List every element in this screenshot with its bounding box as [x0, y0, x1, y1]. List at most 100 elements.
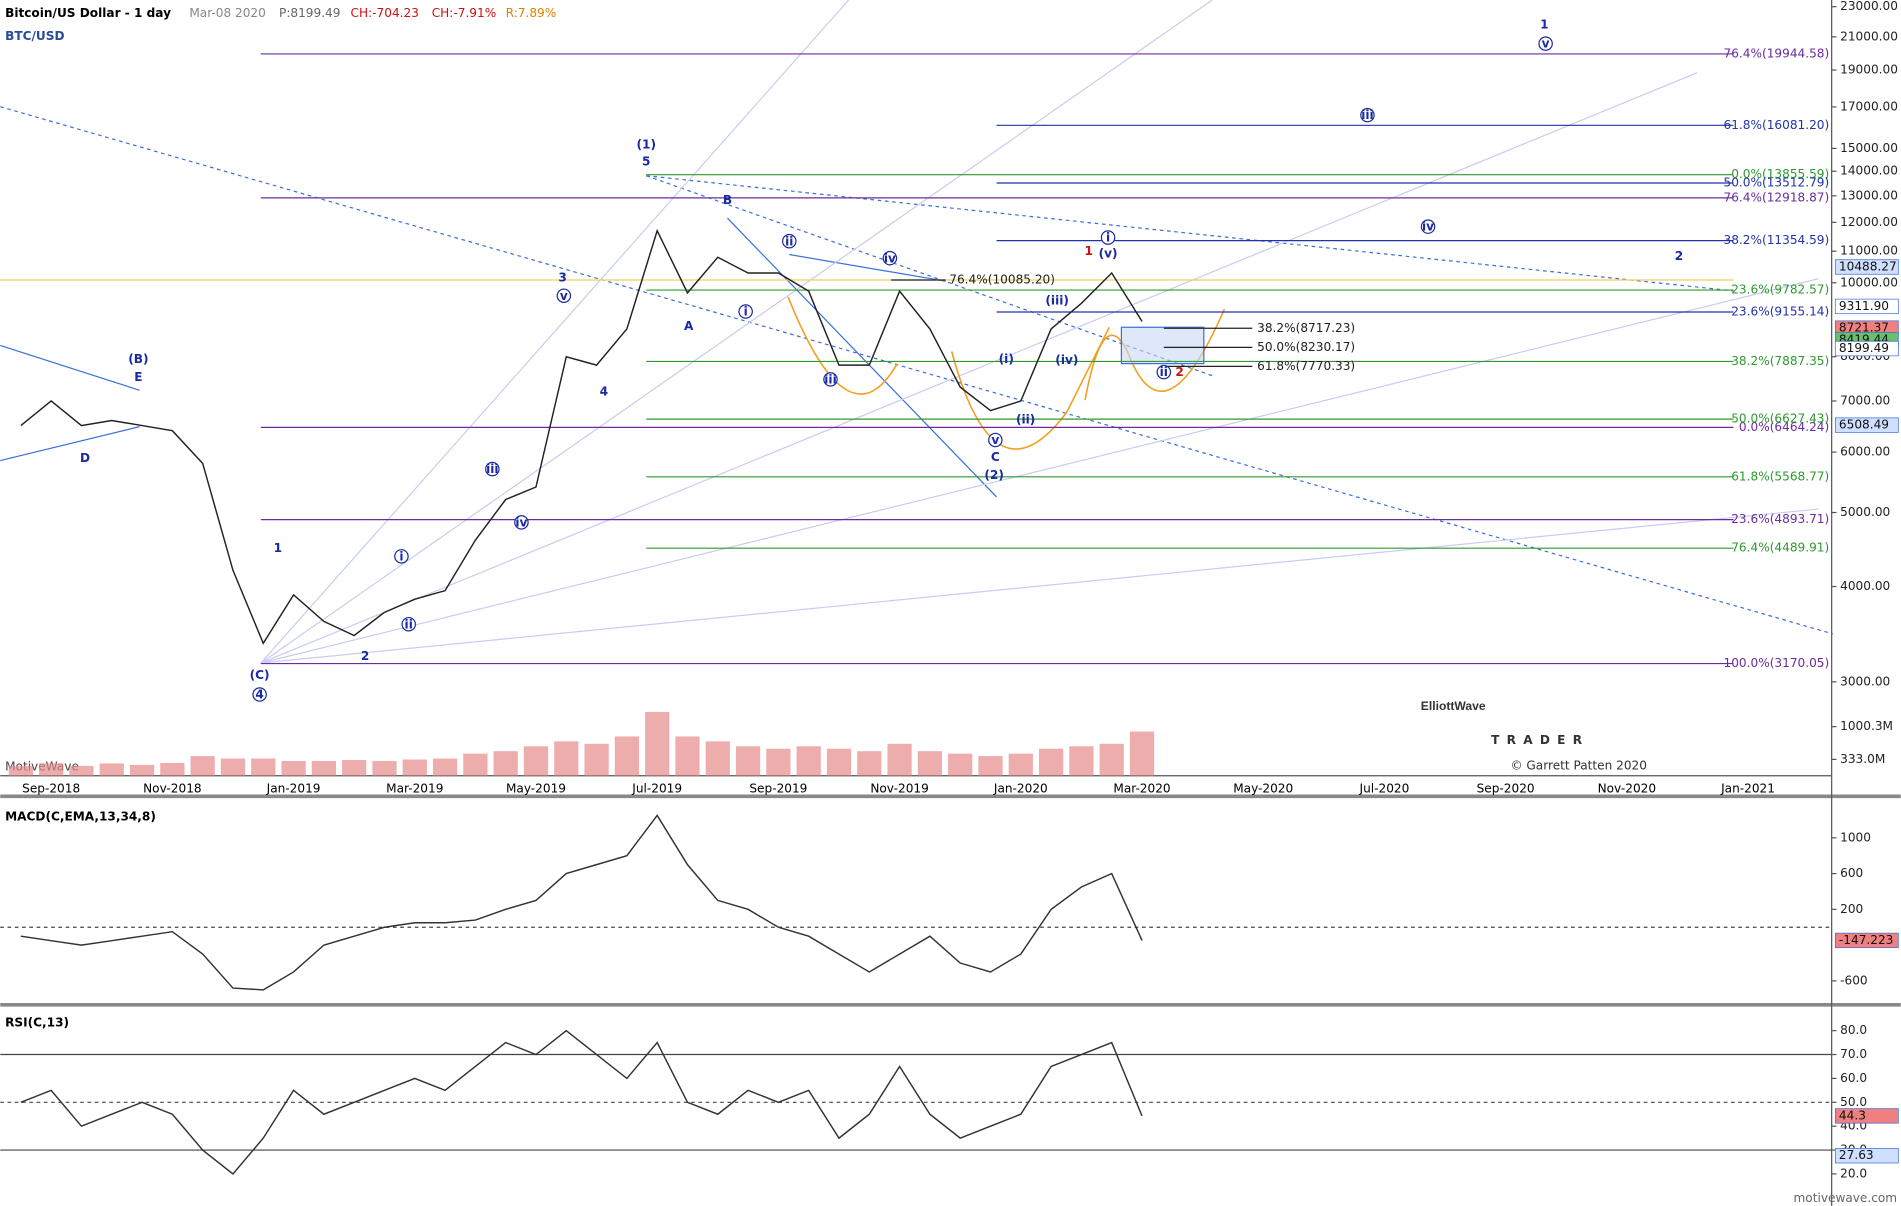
volume-bar — [311, 760, 336, 776]
wave-label: E — [134, 370, 142, 384]
fib-label: 50.0%(6627.43) — [1731, 412, 1829, 426]
value-tag-label: 9311.90 — [1839, 299, 1889, 313]
wave-label: A — [684, 319, 694, 333]
fib-label: 76.4%(12918.87) — [1724, 190, 1830, 204]
wave-circle — [738, 304, 753, 319]
fan-line — [260, 0, 1213, 664]
wave-label: 2 — [1175, 365, 1183, 379]
volume-bar — [251, 758, 276, 776]
x-tick-label: Mar-2020 — [1113, 782, 1170, 796]
y-tick-label: 6000.00 — [1840, 445, 1890, 459]
y-tick-label: 21000.00 — [1840, 29, 1898, 43]
x-tick-label: Nov-2020 — [1598, 782, 1656, 796]
y-tick-label: 80.0 — [1840, 1023, 1867, 1037]
wave-label: B — [723, 193, 732, 207]
volume-bar — [917, 751, 943, 776]
volume-bar — [735, 746, 761, 776]
wave-label: (i) — [999, 352, 1014, 366]
volume-bar — [887, 743, 912, 776]
x-tick-label: May-2020 — [1233, 782, 1293, 796]
wave-circle — [514, 515, 529, 530]
fib-label: 100.0%(3170.05) — [1724, 656, 1830, 670]
volume-bar — [826, 748, 852, 776]
volume-bar — [645, 711, 670, 776]
volume-bar — [1099, 743, 1124, 776]
trend-line — [0, 344, 140, 391]
wave-label: 4 — [600, 385, 608, 399]
wave-circle — [1360, 107, 1375, 123]
volume-bar — [554, 741, 579, 776]
volume-bar — [796, 746, 821, 776]
wave-label: (2) — [984, 468, 1004, 482]
volume-bar — [1008, 753, 1033, 776]
fib-label: 61.8%(16081.20) — [1724, 118, 1830, 132]
wave-circle — [1538, 36, 1553, 51]
volume-bar — [1069, 746, 1094, 776]
date: Mar-08 2020 — [189, 6, 266, 20]
price: P:8199.49 — [279, 6, 340, 20]
x-tick-label: Jul-2019 — [631, 782, 682, 796]
y-tick-label: 600 — [1840, 866, 1863, 880]
target-box — [1120, 326, 1205, 365]
fan-line — [260, 0, 850, 664]
x-tick-label: Nov-2018 — [143, 782, 201, 796]
fan-line — [260, 508, 1819, 664]
y-tick-label: 13000.00 — [1840, 188, 1898, 202]
fib-label: 0.0%(13855.59) — [1731, 167, 1829, 181]
logo-main: ElliottWave — [1421, 699, 1486, 713]
value-tag — [1834, 340, 1899, 357]
instrument: Bitcoin/US Dollar - 1 day — [5, 6, 171, 20]
volume-bar — [523, 746, 549, 776]
fib-label: 23.6%(9782.57) — [1731, 283, 1829, 297]
fib-label: 38.2%(7887.35) — [1731, 354, 1829, 368]
wave-label: 3 — [558, 271, 566, 285]
value-tag-label: 44.3 — [1839, 1108, 1866, 1122]
x-tick-label: Jan-2020 — [993, 782, 1048, 796]
fib-label: 0.0%(6464.24) — [1739, 420, 1829, 434]
wave-label: ii — [405, 617, 413, 631]
wave-circle — [252, 687, 267, 702]
wave-label: iii — [824, 372, 836, 386]
volume-bar — [948, 753, 973, 776]
fan-line — [260, 72, 1698, 664]
y-tick-label: 200 — [1840, 902, 1863, 916]
y-tick-label: 7000.00 — [1840, 393, 1890, 407]
y-tick-label: 11000.00 — [1840, 244, 1898, 258]
x-tick-label: Jul-2020 — [1359, 782, 1410, 796]
fib-label: 38.2%(11354.59) — [1724, 233, 1830, 247]
wave-label: 2 — [1675, 249, 1683, 263]
change: CH:-704.23 — [351, 6, 419, 20]
fib-label: 76.4%(4489.91) — [1731, 541, 1829, 555]
fib-label: 61.8%(7770.33) — [1257, 359, 1355, 373]
x-tick-label: Nov-2019 — [870, 782, 929, 796]
wave-label: (v) — [1099, 246, 1118, 260]
wave-circle — [988, 432, 1003, 448]
wave-label: iii — [1361, 108, 1373, 122]
y-tick-label: 50.0 — [1840, 1095, 1867, 1109]
value-tag-label: 27.63 — [1839, 1148, 1874, 1162]
volume-bar — [1129, 731, 1155, 776]
wave-label: (iv) — [1055, 353, 1078, 367]
value-tag-label: 8721.37 — [1839, 321, 1889, 335]
volume-bar — [857, 751, 882, 776]
y-tick-label: 70.0 — [1840, 1047, 1867, 1061]
trend-line — [646, 175, 1213, 377]
fib-label: 76.4%(10085.20) — [949, 272, 1055, 286]
wave-label: iv — [1422, 220, 1434, 234]
volume-bar — [614, 736, 640, 776]
y-tick-label: 20.0 — [1840, 1166, 1867, 1180]
wave-label: i — [1106, 231, 1110, 245]
change-pct: CH:-7.91% — [432, 6, 496, 20]
wave-label: (C) — [250, 668, 270, 682]
fan-line — [260, 278, 1819, 664]
wave-label: iv — [884, 251, 896, 265]
wave-circle — [823, 372, 838, 387]
value-tag — [1834, 298, 1899, 315]
fib-label: 50.0%(13512.79) — [1724, 175, 1830, 189]
y-tick-label: -600 — [1840, 973, 1867, 987]
y-tick-label: 15000.00 — [1840, 141, 1898, 155]
x-tick-label: Jan-2021 — [1720, 782, 1775, 796]
wave-label: ii — [785, 234, 793, 248]
wave-circle — [556, 288, 572, 304]
